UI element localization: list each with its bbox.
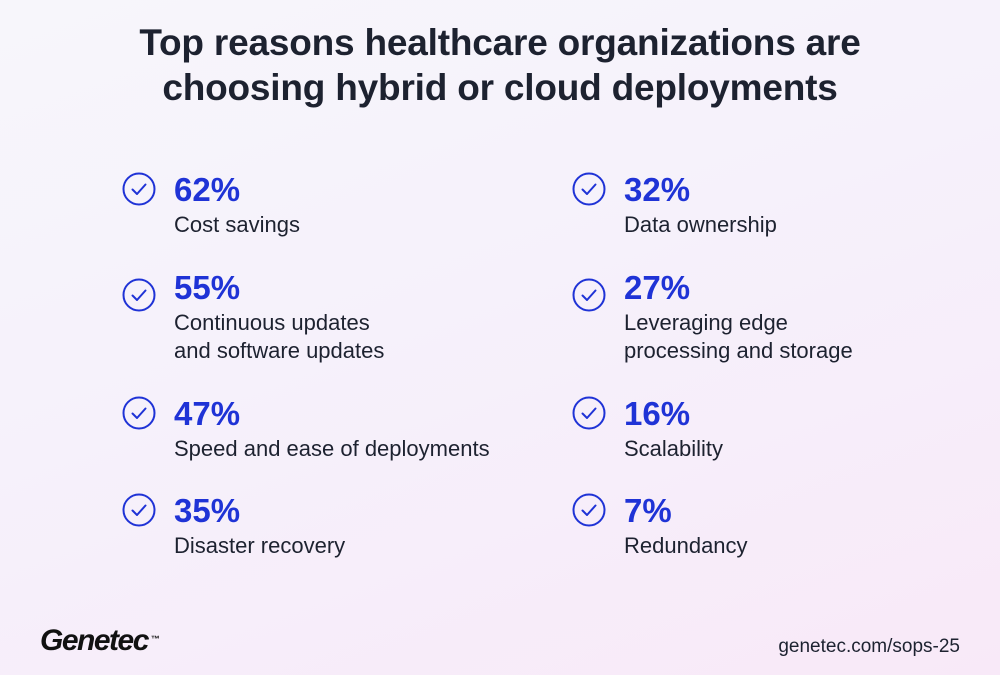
reason-label-line: Speed and ease of deployments bbox=[174, 436, 490, 461]
reason-percent: 7% bbox=[624, 492, 672, 529]
check-circle-icon bbox=[572, 396, 606, 430]
check-circle-icon bbox=[122, 278, 156, 312]
genetec-logo: Genetec ™ bbox=[40, 625, 160, 657]
reason-label: Speed and ease of deployments bbox=[174, 435, 490, 463]
source-url: genetec.com/sops-25 bbox=[778, 636, 960, 657]
reason-label-line: Continuous updates bbox=[174, 310, 370, 335]
reason-label-line: Redundancy bbox=[624, 533, 748, 558]
reason-label: Leveraging edge processing and storage bbox=[624, 309, 853, 365]
reason-percent: 55% bbox=[174, 269, 241, 306]
reason-label-line: Data ownership bbox=[624, 212, 777, 237]
reason-label-line: Cost savings bbox=[174, 212, 300, 237]
logo-wordmark: Genetec bbox=[40, 624, 149, 657]
reason-label: Data ownership bbox=[624, 211, 777, 239]
reason-percent: 27% bbox=[624, 269, 691, 306]
reason-label: Scalability bbox=[624, 435, 723, 463]
check-circle-icon bbox=[572, 278, 606, 312]
reason-label-line: and software updates bbox=[174, 338, 385, 363]
reason-label-line: Scalability bbox=[624, 436, 724, 461]
reason-label-line: Leveraging edge bbox=[624, 310, 788, 335]
page-title: Top reasons healthcare organizations are… bbox=[0, 20, 1000, 110]
reason-label-line: processing and storage bbox=[624, 338, 853, 363]
reason-label: Cost savings bbox=[174, 211, 300, 239]
reason-label-line: Disaster recovery bbox=[174, 533, 346, 558]
reason-label: Continuous updates and software updates bbox=[174, 309, 384, 365]
reason-percent: 35% bbox=[174, 492, 241, 529]
check-circle-icon bbox=[572, 172, 606, 206]
trademark-symbol: ™ bbox=[150, 634, 160, 644]
reason-label: Disaster recovery bbox=[174, 532, 345, 560]
check-circle-icon bbox=[122, 396, 156, 430]
title-line-1: Top reasons healthcare organizations are bbox=[139, 22, 861, 63]
reason-percent: 32% bbox=[624, 171, 691, 208]
title-line-2: choosing hybrid or cloud deployments bbox=[162, 67, 838, 108]
check-circle-icon bbox=[122, 172, 156, 206]
reason-percent: 62% bbox=[174, 171, 241, 208]
check-circle-icon bbox=[572, 493, 606, 527]
reason-percent: 47% bbox=[174, 395, 241, 432]
check-circle-icon bbox=[122, 493, 156, 527]
reason-label: Redundancy bbox=[624, 532, 748, 560]
reason-percent: 16% bbox=[624, 395, 691, 432]
